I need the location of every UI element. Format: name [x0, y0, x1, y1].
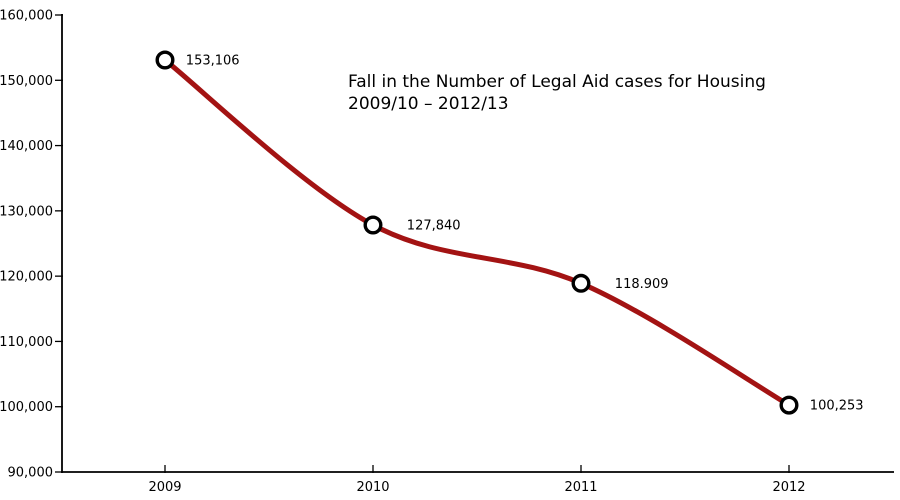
- chart-title: Fall in the Number of Legal Aid cases fo…: [348, 72, 766, 114]
- data-point-label: 100,253: [810, 399, 864, 414]
- x-tick-label: 2011: [564, 480, 597, 495]
- y-tick-label: 90,000: [8, 466, 54, 481]
- y-tick-label: 130,000: [0, 204, 53, 219]
- axes: [61, 14, 894, 473]
- data-point-marker: [363, 215, 383, 235]
- series-line: [162, 57, 792, 408]
- y-tick-label: 120,000: [0, 270, 53, 285]
- y-tick-label: 140,000: [0, 139, 53, 154]
- data-point-marker: [779, 395, 799, 415]
- chart-title-line-1: Fall in the Number of Legal Aid cases fo…: [348, 72, 766, 92]
- chart-title-line-2: 2009/10 – 2012/13: [348, 94, 509, 114]
- data-point-marker: [155, 50, 175, 70]
- data-point-label: 127,840: [407, 219, 461, 234]
- x-tick-label: 2010: [356, 480, 389, 495]
- y-tick-label: 110,000: [0, 335, 53, 350]
- y-tick-label: 150,000: [0, 74, 53, 89]
- x-tick-label: 2009: [148, 480, 181, 495]
- data-point-marker: [571, 273, 591, 293]
- data-point-label: 118.909: [615, 277, 669, 292]
- x-tick-label: 2012: [772, 480, 805, 495]
- data-series: 153,106 127,840 118.909 100,253: [155, 50, 864, 415]
- data-point-label: 153,106: [186, 54, 240, 69]
- y-tick-label: 100,000: [0, 400, 53, 415]
- x-axis-ticks: 2009 2010 2011 2012: [148, 465, 806, 495]
- y-tick-label: 160,000: [0, 9, 53, 24]
- y-axis-ticks: 90,000 100,000 110,000 120,000 130,000 140,00…: [0, 9, 63, 481]
